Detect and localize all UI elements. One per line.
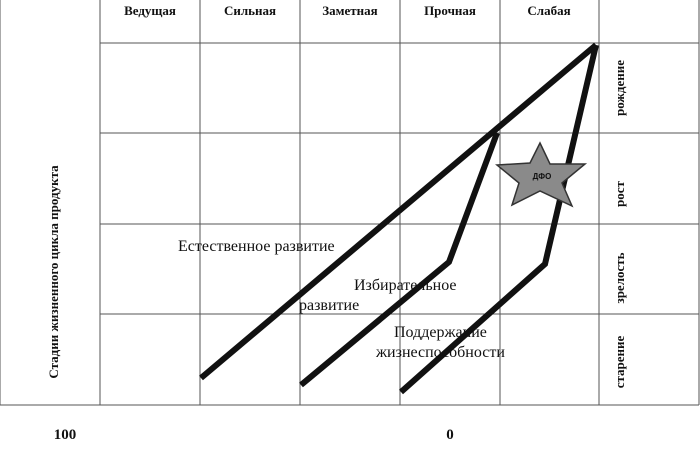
annotation-natural-development: Естественное развитие [178,238,335,255]
star-label: ДФО [533,172,552,181]
scale-label-right: 0 [446,427,454,443]
column-header-noticeable: Заметная [322,3,377,18]
stage-label-maturity: зрелость [612,252,627,303]
selective-development-path [299,131,500,388]
dfo-star-marker [495,141,588,208]
vertical-axis-title: Стадии жизненного цикла продукта [46,165,61,379]
stage-label-aging: старение [612,335,627,388]
stage-label-birth: рождение [612,60,627,116]
annotation-support-line2: жизнеспособности [375,344,505,361]
column-header-leading: Ведущая [124,3,176,18]
stage-label-growth: рост [612,180,627,207]
annotation-selective-line2: развитие [299,297,359,314]
annotation-selective-line1: Избирательное [354,277,457,294]
matrix-grid [0,0,700,406]
scale-label-left: 100 [54,427,77,443]
column-header-weak: Слабая [527,3,570,18]
natural-development-path [199,42,598,381]
column-header-strong: Сильная [224,3,276,18]
viability-support-path [399,44,599,395]
column-header-stable: Прочная [424,3,476,18]
annotation-support-line1: Поддержание [394,324,487,341]
